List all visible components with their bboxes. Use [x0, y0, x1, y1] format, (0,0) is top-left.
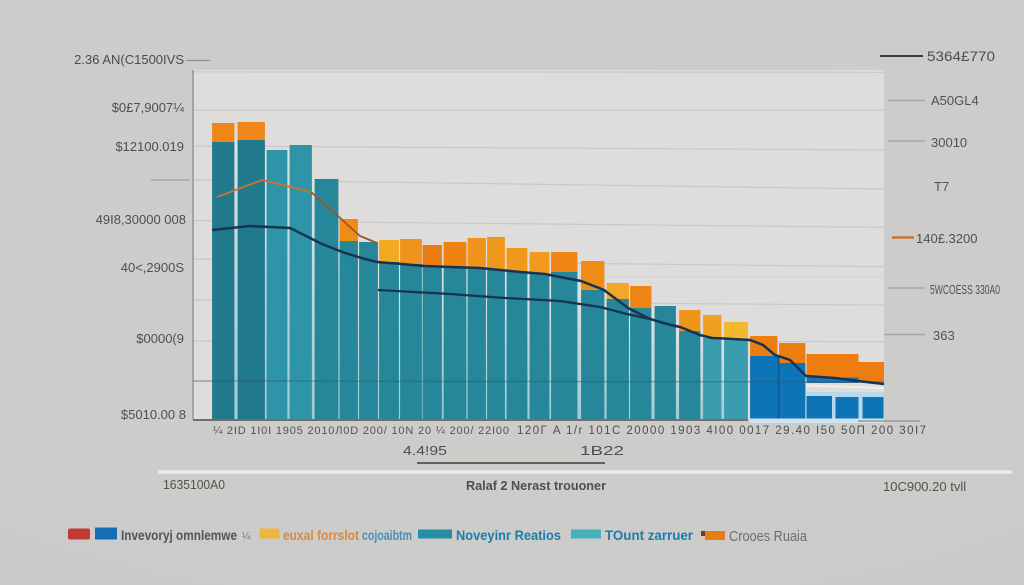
svg-text:30010: 30010: [931, 135, 967, 150]
svg-text:$5010.00 8: $5010.00 8: [121, 407, 186, 422]
svg-text:cojoaibtm: cojoaibtm: [362, 527, 412, 543]
svg-text:10C900.20 tvll: 10C900.20 tvll: [883, 479, 966, 494]
svg-text:¼: ¼: [242, 530, 251, 542]
svg-text:euxal forrslot: euxal forrslot: [283, 527, 359, 543]
svg-text:TOunt zarruer: TOunt zarruer: [605, 527, 694, 543]
svg-text:4.4!95: 4.4!95: [403, 443, 447, 458]
svg-text:1635100A0: 1635100A0: [163, 477, 225, 492]
svg-text:5WCOESS 330A0: 5WCOESS 330A0: [930, 283, 1000, 297]
svg-text:2.36 AN(C1500IVS: 2.36 AN(C1500IVS: [74, 52, 184, 67]
svg-text:40<,2900S: 40<,2900S: [121, 260, 185, 275]
svg-text:5364£770: 5364£770: [927, 49, 995, 64]
svg-text:A50GL4: A50GL4: [931, 93, 979, 108]
svg-text:T7: T7: [934, 179, 949, 194]
svg-text:Ralaf 2 Nerast trouoner: Ralaf 2 Nerast trouoner: [466, 478, 606, 493]
svg-text:$0£7,9007¼: $0£7,9007¼: [112, 100, 184, 115]
svg-text:$0000(9: $0000(9: [136, 331, 184, 346]
svg-text:Noveyinr Reatios: Noveyinr Reatios: [456, 527, 561, 543]
svg-text:140£.3200: 140£.3200: [916, 231, 977, 246]
svg-text:¼ 2ID 1I0I 1905 2010Л0D 200: ¼ 2ID 1I0I 1905 2010Л0D 200/ 10N 20 ¼ 20…: [213, 425, 509, 437]
svg-text:120Г A 1/r 101C 20000 1903 4: 120Г A 1/r 101C 20000 1903 4I00 0017 29.…: [517, 425, 926, 437]
svg-text:Invevoryj omnlemwe: Invevoryj omnlemwe: [121, 527, 237, 543]
svg-text:49I8,30000 008: 49I8,30000 008: [96, 212, 186, 227]
svg-text:$12100.019: $12100.019: [115, 139, 184, 154]
svg-text:363: 363: [933, 328, 955, 343]
svg-text:Crooes Ruaia: Crooes Ruaia: [729, 529, 808, 545]
svg-text:1B22: 1B22: [580, 443, 624, 458]
